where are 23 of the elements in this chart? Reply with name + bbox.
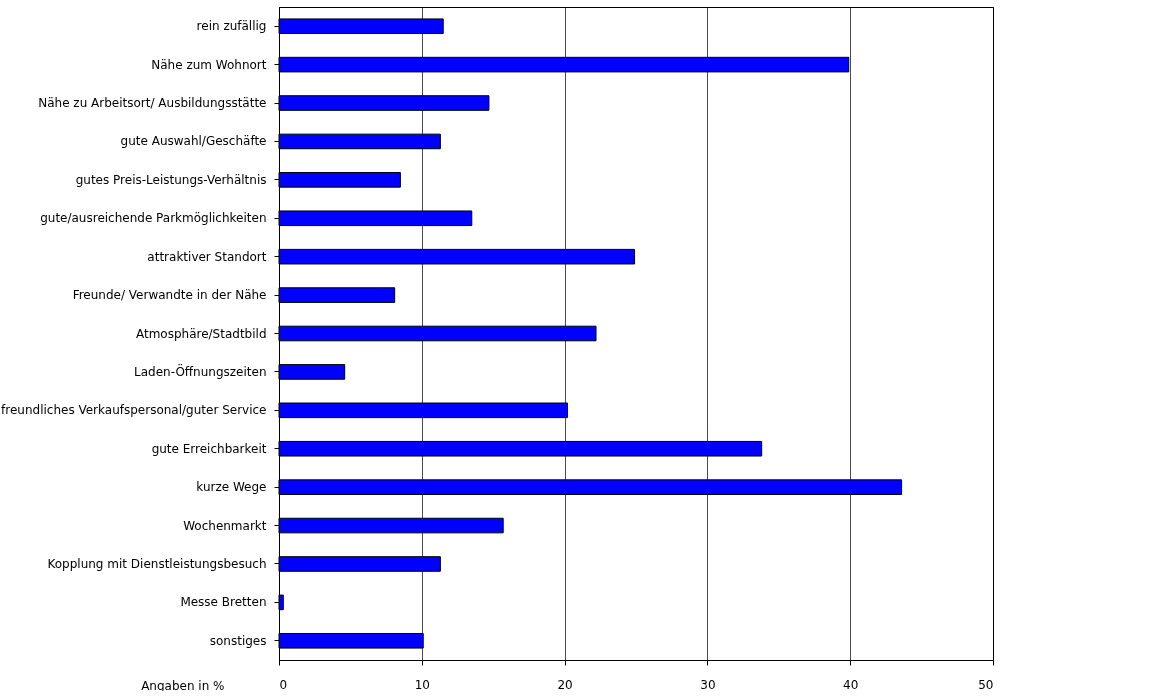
y-tick-label: Nähe zu Arbeitsort/ Ausbildungsstätte — [38, 96, 267, 111]
y-tick-label: Nähe zum Wohnort — [151, 57, 267, 72]
y-tick-label: kurze Wege — [196, 480, 267, 495]
x-tick-label: 50 — [978, 677, 994, 692]
y-tick-label: Messe Bretten — [180, 595, 267, 610]
x-tick-label: 30 — [700, 677, 716, 692]
y-tick-label: Wochenmarkt — [183, 518, 267, 533]
y-tick-label: Freunde/ Verwandte in der Nähe — [72, 288, 267, 303]
x-tick-label: 10 — [414, 677, 430, 692]
x-tick-label: 0 — [279, 677, 288, 692]
y-tick-label: Atmosphäre/Stadtbild — [135, 326, 267, 341]
y-tick-label: attraktiver Standort — [147, 249, 267, 264]
y-tick-label: freundliches Verkaufspersonal/guter Service — [1, 403, 267, 418]
y-tick-label: sonstiges — [209, 633, 267, 648]
y-tick-label: rein zufällig — [196, 19, 267, 34]
y-tick-label: Kopplung mit Dienstleistungsbesuch — [47, 556, 267, 571]
x-tick-label: 40 — [843, 677, 859, 692]
y-tick-label: gute Auswahl/Geschäfte — [120, 134, 267, 149]
y-tick-label: gute/ausreichende Parkmöglichkeiten — [40, 211, 267, 226]
y-tick-label: gutes Preis-Leistungs-Verhältnis — [75, 172, 267, 187]
y-tick-label: gute Erreichbarkeit — [151, 441, 267, 456]
x-tick-label: 20 — [557, 677, 573, 692]
y-tick-label: Laden-Öffnungszeiten — [134, 362, 267, 379]
